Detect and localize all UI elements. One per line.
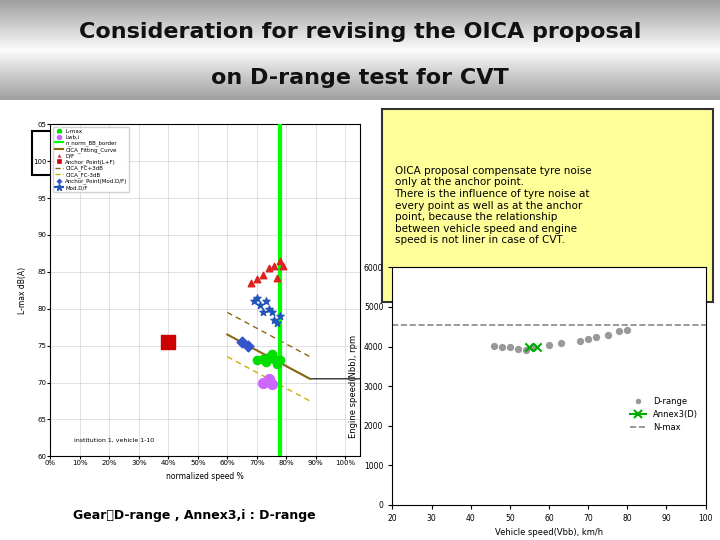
FancyBboxPatch shape <box>382 109 713 302</box>
Point <box>269 315 280 324</box>
Point <box>555 338 567 347</box>
Text: OICA proposal compensate tyre noise
only at the anchor point.
There is the influ: OICA proposal compensate tyre noise only… <box>395 166 591 245</box>
Point <box>236 338 248 346</box>
Point <box>278 261 289 270</box>
X-axis label: normalized speed %: normalized speed % <box>166 472 244 481</box>
Point <box>266 380 277 388</box>
Point <box>263 264 274 272</box>
Point <box>245 279 256 287</box>
X-axis label: Vehicle speed(Vbb), km/h: Vehicle speed(Vbb), km/h <box>495 529 603 537</box>
Legend: L-max, Lwb,i, n_norm_BB_border, CICA_Fitting_Curve, D/F, Anchor_Point(L+F), CICA: L-max, Lwb,i, n_norm_BB_border, CICA_Fit… <box>53 127 130 192</box>
Point <box>496 343 508 352</box>
Point <box>602 330 613 339</box>
Point <box>251 356 263 364</box>
Point <box>263 305 274 313</box>
Point <box>248 297 260 306</box>
Point <box>257 308 269 316</box>
Point <box>266 350 277 359</box>
Point <box>163 338 174 346</box>
Point <box>271 273 283 282</box>
Text: institution 1, vehicle 1-10: institution 1, vehicle 1-10 <box>74 437 154 443</box>
Point <box>260 357 271 366</box>
Point <box>271 319 283 328</box>
Y-axis label: Engine speed(Nbb), rpm: Engine speed(Nbb), rpm <box>349 335 359 437</box>
Point <box>254 301 266 309</box>
Point <box>621 326 633 334</box>
Point <box>257 355 269 363</box>
Legend: D-range, Annex3(D), N-max: D-range, Annex3(D), N-max <box>626 394 701 436</box>
Point <box>266 308 277 316</box>
Point <box>520 346 531 354</box>
Point <box>251 275 263 284</box>
Point <box>269 355 280 363</box>
Point <box>271 360 283 368</box>
Point <box>257 271 269 280</box>
Point <box>260 297 271 306</box>
Point <box>242 341 253 350</box>
FancyBboxPatch shape <box>32 131 212 175</box>
Point <box>269 261 280 270</box>
Point <box>257 378 269 387</box>
Text: Consideration for revising the OICA proposal: Consideration for revising the OICA prop… <box>78 22 642 42</box>
Point <box>544 340 555 349</box>
Text: on D-range test for CVT: on D-range test for CVT <box>211 68 509 88</box>
Point <box>263 353 274 361</box>
Text: Vehicle 1-10: Vehicle 1-10 <box>79 146 166 159</box>
Point <box>531 342 543 351</box>
Text: Gear：D-range , Annex3,i : D-range: Gear：D-range , Annex3,i : D-range <box>73 509 315 522</box>
Point <box>488 341 500 350</box>
Point <box>504 342 516 351</box>
Point <box>251 293 263 302</box>
Point <box>528 343 539 352</box>
Point <box>512 345 523 353</box>
Point <box>274 312 286 320</box>
Point <box>274 356 286 364</box>
Point <box>523 342 535 351</box>
Point <box>274 256 286 265</box>
Point <box>575 336 586 345</box>
Point <box>582 334 594 343</box>
Point <box>590 332 602 341</box>
Y-axis label: L-max dB(A): L-max dB(A) <box>18 267 27 314</box>
Point <box>263 375 274 383</box>
Point <box>613 327 625 336</box>
